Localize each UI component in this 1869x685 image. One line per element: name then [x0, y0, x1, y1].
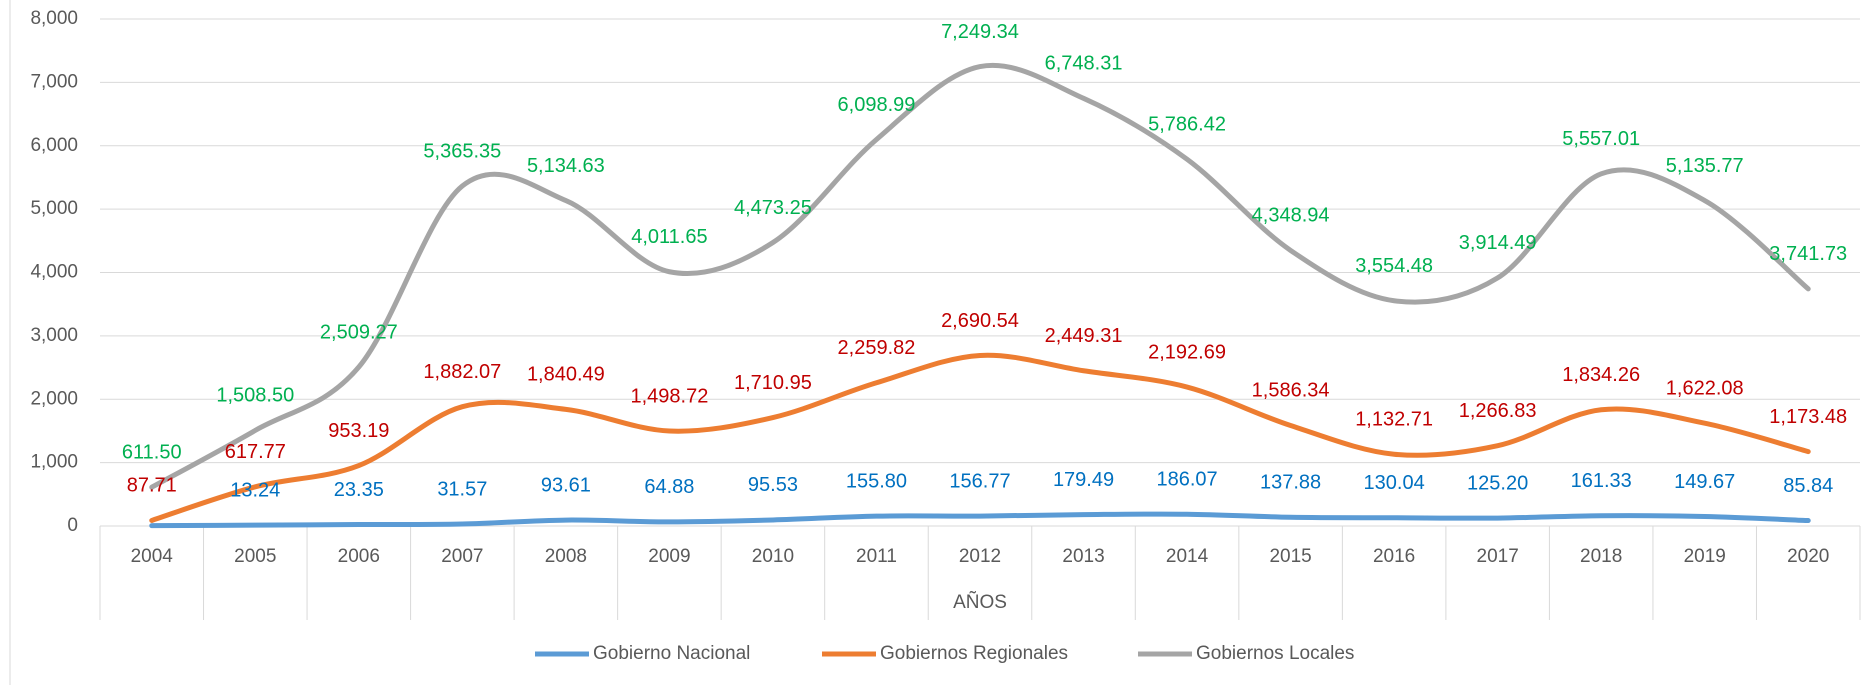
legend-label: Gobiernos Locales [1196, 643, 1354, 664]
data-label: 3,554.48 [1355, 255, 1433, 277]
series-line [149, 62, 1811, 490]
y-tick-label: 1,000 [30, 452, 78, 473]
x-tick-label: 2008 [545, 546, 587, 567]
data-label: 1,882.07 [423, 361, 501, 383]
data-label: 1,173.48 [1769, 406, 1847, 428]
data-label: 1,586.34 [1252, 380, 1330, 402]
data-label: 2,449.31 [1045, 325, 1123, 347]
x-tick-label: 2016 [1373, 546, 1415, 567]
data-label: 149.67 [1674, 471, 1735, 493]
data-label: 64.88 [644, 476, 694, 498]
data-label: 5,786.42 [1148, 114, 1226, 136]
data-label: 1,834.26 [1562, 364, 1640, 386]
x-tick-label: 2011 [856, 546, 897, 567]
x-tick-label: 2009 [648, 546, 690, 567]
data-label: 6,748.31 [1045, 53, 1123, 75]
data-label: 95.53 [748, 474, 798, 496]
data-label: 137.88 [1260, 472, 1321, 494]
data-label: 23.35 [334, 479, 384, 501]
x-tick-label: 2015 [1269, 546, 1311, 567]
data-label: 3,741.73 [1769, 243, 1847, 265]
data-label: 125.20 [1467, 472, 1528, 494]
data-label: 611.50 [122, 442, 182, 464]
data-label: 85.84 [1783, 475, 1833, 497]
x-tick-label: 2013 [1062, 546, 1104, 567]
x-axis-label: AÑOS [953, 591, 1007, 613]
x-tick-label: 2014 [1166, 546, 1209, 567]
data-label: 5,365.35 [423, 140, 501, 162]
y-tick-label: 7,000 [30, 71, 78, 92]
data-label: 1,840.49 [527, 364, 605, 386]
data-label: 5,135.77 [1666, 155, 1744, 177]
data-label: 5,134.63 [527, 155, 605, 177]
y-tick-label: 5,000 [30, 198, 78, 219]
data-label: 93.61 [541, 474, 591, 496]
data-label: 2,259.82 [838, 337, 916, 359]
data-label: 7,249.34 [941, 21, 1019, 43]
data-label: 5,557.01 [1562, 128, 1640, 150]
series-line [149, 352, 1811, 523]
legend-label: Gobiernos Regionales [880, 643, 1068, 664]
x-tick-label: 2018 [1580, 546, 1622, 567]
y-tick-label: 2,000 [30, 388, 78, 409]
data-label: 1,498.72 [630, 385, 708, 407]
data-label: 1,710.95 [734, 372, 812, 394]
y-tick-label: 8,000 [30, 8, 78, 29]
data-label: 31.57 [437, 478, 487, 500]
y-tick-label: 0 [67, 515, 78, 536]
y-tick-label: 3,000 [30, 325, 78, 346]
data-label: 4,348.94 [1252, 205, 1330, 227]
x-tick-label: 2005 [234, 546, 276, 567]
legend-label: Gobierno Nacional [593, 643, 750, 664]
data-label: 2,509.27 [320, 321, 398, 343]
data-label: 4,473.25 [734, 197, 812, 219]
data-label: 1,508.50 [216, 385, 294, 407]
data-label: 13.24 [230, 479, 280, 501]
series-line [149, 511, 1811, 529]
data-label: 156.77 [949, 470, 1010, 492]
x-tick-label: 2006 [338, 546, 380, 567]
data-label: 2,192.69 [1148, 341, 1226, 363]
data-label: 617.77 [225, 441, 286, 463]
x-tick-label: 2007 [441, 546, 483, 567]
x-tick-label: 2019 [1684, 546, 1726, 567]
y-tick-label: 4,000 [30, 262, 78, 283]
data-label: 87.71 [127, 475, 177, 497]
data-label: 6,098.99 [838, 94, 916, 116]
y-tick-label: 6,000 [30, 135, 78, 156]
x-tick-label: 2020 [1787, 546, 1829, 567]
data-label: 155.80 [846, 470, 907, 492]
x-tick-label: 2012 [959, 546, 1001, 567]
x-tick-label: 2010 [752, 546, 794, 567]
data-label: 3,914.49 [1459, 232, 1537, 254]
data-label: 1,266.83 [1459, 400, 1537, 422]
x-tick-label: 2004 [131, 546, 174, 567]
data-label: 4,011.65 [631, 226, 707, 248]
data-label: 1,132.71 [1355, 408, 1433, 430]
data-label: 179.49 [1053, 469, 1114, 491]
data-label: 186.07 [1156, 468, 1217, 490]
data-label: 953.19 [328, 420, 389, 442]
data-label: 2,690.54 [941, 310, 1019, 332]
data-label: 130.04 [1364, 472, 1425, 494]
x-tick-label: 2017 [1477, 546, 1519, 567]
data-label: 1,622.08 [1666, 377, 1744, 399]
data-label: 161.33 [1571, 470, 1632, 492]
